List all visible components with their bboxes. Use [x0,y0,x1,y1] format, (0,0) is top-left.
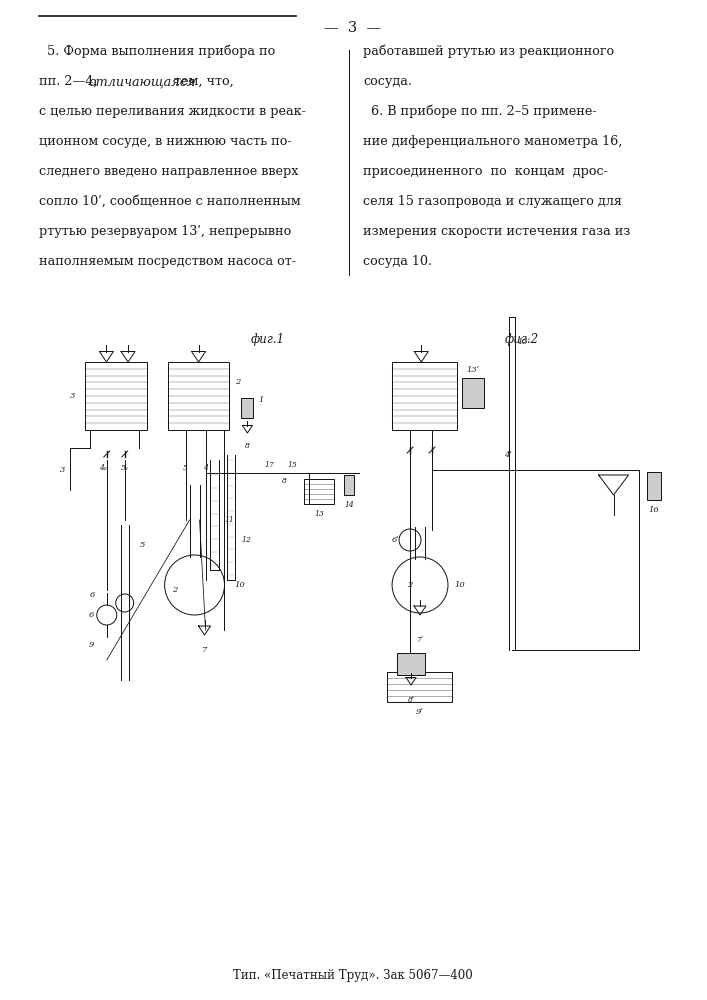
Text: 8: 8 [245,442,250,450]
Text: ционном сосуде, в нижнюю часть по-: ционном сосуде, в нижнюю часть по- [39,135,291,148]
Bar [397,653,425,675]
Text: ние диференциального манометра 16,: ние диференциального манометра 16, [363,135,623,148]
Text: присоединенного  по  концам  дрос-: присоединенного по концам дрос- [363,165,608,178]
Text: с целью переливания жидкости в реак-: с целью переливания жидкости в реак- [39,105,305,118]
Text: 3: 3 [60,466,66,474]
Bar [344,475,354,495]
Text: 17: 17 [264,461,274,469]
Text: ртутью резервуаром 13ʹ, непрерывно: ртутью резервуаром 13ʹ, непрерывно [39,225,291,238]
Text: фиг.1: фиг.1 [251,334,285,347]
Text: измерения скорости истечения газа из: измерения скорости истечения газа из [363,225,631,238]
Text: 6. В приборе по пп. 2–5 примене-: 6. В приборе по пп. 2–5 примене- [363,105,597,118]
Text: сосуда 10.: сосуда 10. [363,255,433,268]
Text: 11: 11 [225,516,234,524]
Text: 9ʹ: 9ʹ [416,708,423,716]
Text: 16: 16 [648,506,659,514]
Text: сосуда.: сосуда. [363,75,412,88]
Text: 4: 4 [203,464,208,472]
Text: 10: 10 [455,581,465,589]
Text: 6ʹ: 6ʹ [392,536,400,544]
Text: 14: 14 [344,501,354,509]
Bar [646,472,662,500]
Text: 2: 2 [235,378,240,386]
Bar [168,362,230,430]
Text: 8: 8 [282,477,287,485]
Bar [462,378,484,408]
Text: 5ₐ: 5ₐ [121,464,129,472]
Text: Тип. «Печатный Труд». Зак 5067—400: Тип. «Печатный Труд». Зак 5067—400 [233,968,472,982]
Text: 4ʹ: 4ʹ [504,451,512,459]
Text: тем, что,: тем, что, [170,75,234,88]
Text: 5. Форма выполнения прибора по: 5. Форма выполнения прибора по [39,45,275,58]
Text: 12: 12 [242,536,251,544]
Text: фиг.2: фиг.2 [505,334,539,347]
Text: 8ʹ: 8ʹ [407,696,414,704]
Text: 2: 2 [407,581,413,589]
Bar [304,479,334,504]
Text: 1: 1 [259,396,264,404]
Text: 6: 6 [89,611,95,619]
Text: 5: 5 [183,464,188,472]
Text: 13ʹ: 13ʹ [518,338,530,346]
Text: 3: 3 [70,392,76,400]
Text: 7ʹ: 7ʹ [416,636,423,644]
Text: 13ʹ: 13ʹ [467,366,479,374]
Text: —  3  —: — 3 — [324,21,381,35]
Bar [392,362,457,430]
Text: работавшей ртутью из реакционного: работавшей ртутью из реакционного [363,45,614,58]
Text: отличающаяся: отличающаяся [88,75,196,88]
Text: следнего введено направленное вверх: следнего введено направленное вверх [39,165,298,178]
Text: 9: 9 [89,641,95,649]
Text: сопло 10ʹ, сообщенное с наполненным: сопло 10ʹ, сообщенное с наполненным [39,195,300,208]
Text: 5: 5 [140,541,146,549]
Text: 2: 2 [172,586,177,594]
Text: 13: 13 [315,510,324,518]
Text: наполняемым посредством насоса от-: наполняемым посредством насоса от- [39,255,296,268]
Text: 6: 6 [90,591,95,599]
Text: 15: 15 [288,461,297,469]
Text: пп. 2—4,: пп. 2—4, [39,75,101,88]
Bar [387,672,452,702]
Text: 4ₐ: 4ₐ [99,464,107,472]
Text: 10: 10 [234,581,245,589]
Text: селя 15 газопровода и служащего для: селя 15 газопровода и служащего для [363,195,622,208]
Text: 7: 7 [201,646,207,654]
Bar [85,362,146,430]
Bar [242,398,253,418]
